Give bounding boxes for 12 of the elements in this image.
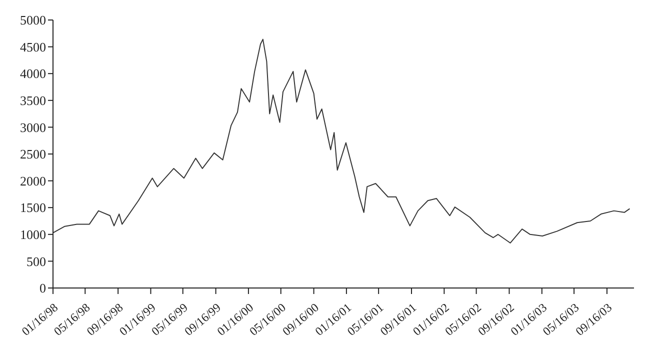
y-tick-label: 3500	[20, 93, 46, 108]
y-tick-label: 4000	[20, 66, 46, 82]
y-tick-label: 5000	[20, 12, 46, 28]
y-tick-label: 0	[40, 280, 46, 296]
y-tick-label: 4500	[20, 39, 46, 54]
y-tick-label: 3000	[20, 120, 46, 135]
y-tick-label: 2000	[20, 173, 46, 188]
line-series	[53, 38, 630, 244]
y-tick-label: 2500	[20, 146, 46, 162]
y-tick-label: 1000	[20, 227, 46, 242]
y-tick-label: 1500	[20, 200, 46, 216]
y-tick-label: 500	[26, 254, 46, 269]
